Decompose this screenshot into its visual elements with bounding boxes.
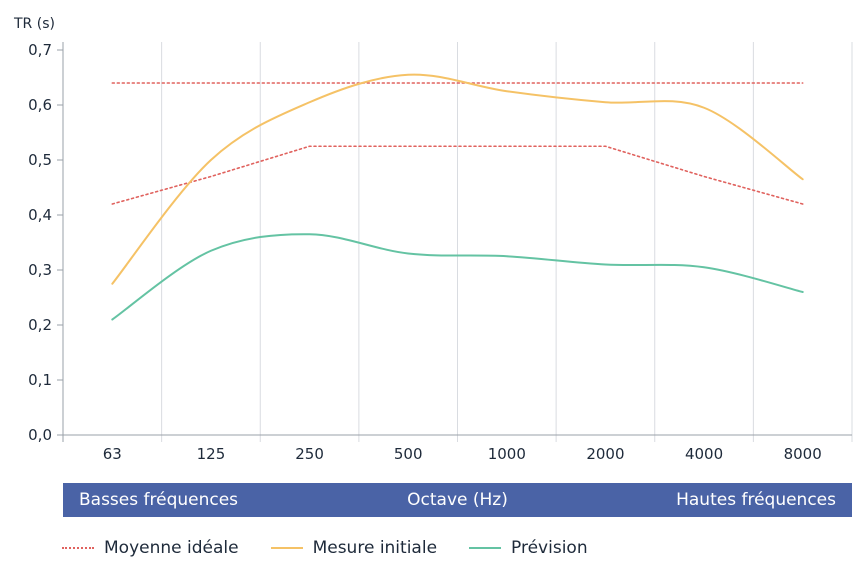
- legend-label-initial: Mesure initiale: [312, 538, 438, 558]
- y-tick-label: 0,1: [28, 371, 52, 389]
- x-tick-label: 8000: [784, 445, 822, 463]
- band-high-label: Hautes fréquences: [676, 490, 836, 510]
- x-tick-label: 500: [394, 445, 423, 463]
- y-tick-label: 0,2: [28, 316, 52, 334]
- legend-label-ideal: Moyenne idéale: [104, 538, 239, 558]
- series-prevision-line: [111, 233, 804, 321]
- y-ticks: 0,0 0,1 0,2 0,3 0,4 0,5 0,6 0,7: [28, 41, 63, 444]
- band-low-label: Basses fréquences: [79, 490, 239, 510]
- y-tick-label: 0,6: [28, 96, 52, 114]
- octave-band: Octave (Hz) Basses fréquences Hautes fré…: [63, 483, 852, 517]
- x-tick-label: 125: [197, 445, 226, 463]
- x-ticks: 63 125 250 500 1000 2000 4000 8000: [103, 445, 822, 463]
- y-tick-label: 0,7: [28, 41, 52, 59]
- legend-item-prevision: Prévision: [469, 538, 588, 558]
- grid: [62, 42, 853, 442]
- y-axis-label: TR (s): [13, 16, 55, 32]
- y-tick-label: 0,4: [28, 206, 52, 224]
- x-tick-label: 63: [103, 445, 122, 463]
- x-tick-label: 250: [295, 445, 324, 463]
- y-tick-label: 0,5: [28, 151, 52, 169]
- x-tick-label: 4000: [685, 445, 723, 463]
- legend: Moyenne idéale Mesure initiale Prévision: [62, 536, 620, 560]
- x-axis-label: Octave (Hz): [407, 490, 508, 510]
- x-tick-label: 1000: [488, 445, 526, 463]
- legend-swatch-ideal: [62, 547, 94, 549]
- legend-label-prevision: Prévision: [511, 538, 588, 558]
- series-initial-line: [111, 73, 804, 285]
- y-tick-label: 0,3: [28, 261, 52, 279]
- legend-swatch-initial: [270, 547, 303, 549]
- legend-item-ideal: Moyenne idéale: [62, 538, 239, 558]
- legend-swatch-prevision: [469, 547, 502, 549]
- legend-item-initial: Mesure initiale: [270, 538, 438, 558]
- x-tick-label: 2000: [586, 445, 624, 463]
- series-lines: [111, 73, 804, 321]
- series-ideal-low-line: [111, 145, 804, 205]
- y-tick-label: 0,0: [28, 426, 52, 444]
- chart: TR (s) 0,0 0,1 0,2 0,3 0,4 0,5 0,6 0,7 63 125 250…: [13, 16, 853, 463]
